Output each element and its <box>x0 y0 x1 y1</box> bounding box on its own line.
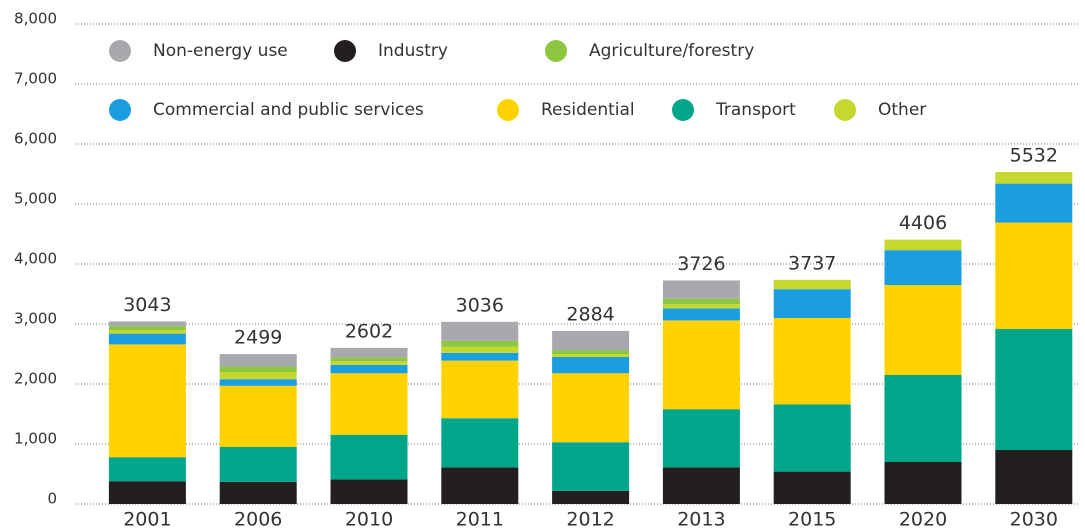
bar-segment <box>552 442 630 491</box>
legend-label: Agriculture/forestry <box>589 41 754 61</box>
bar-segment <box>108 321 186 327</box>
bar-segment <box>773 471 851 504</box>
bar-segment <box>441 360 519 419</box>
x-tick-label: 2011 <box>456 509 504 530</box>
bar-segment <box>552 350 630 354</box>
bar-segment <box>219 354 297 367</box>
bar-segment <box>219 379 297 386</box>
legend-swatch <box>497 99 519 121</box>
bar-segment <box>330 361 408 365</box>
x-tick-label: 2001 <box>123 509 171 530</box>
bar-segment <box>662 409 740 468</box>
legend-swatch <box>834 99 856 121</box>
total-label: 3036 <box>456 294 504 316</box>
bar-segment <box>441 321 519 341</box>
bar-segment <box>662 280 740 299</box>
total-label: 3737 <box>788 252 836 274</box>
x-tick-label: 2006 <box>234 509 282 530</box>
total-label: 5532 <box>1010 145 1058 167</box>
bar-segment <box>884 375 962 462</box>
total-label: 2602 <box>345 320 393 342</box>
bar-segment <box>108 330 186 334</box>
x-tick-label: 2012 <box>566 509 614 530</box>
y-tick-label: 1,000 <box>14 430 57 448</box>
x-tick-label: 2020 <box>899 509 947 530</box>
bar-segment <box>219 481 297 504</box>
bar-segment <box>662 304 740 309</box>
y-tick-label: 3,000 <box>14 310 57 328</box>
bar-segment <box>108 481 186 504</box>
bar-segment <box>995 328 1073 450</box>
bar-segment <box>773 404 851 472</box>
x-tick-label: 2030 <box>1010 509 1058 530</box>
x-tick-label: 2015 <box>788 509 836 530</box>
y-tick-label: 6,000 <box>14 130 57 148</box>
bar-segment <box>108 344 186 458</box>
bar-segment <box>330 347 408 358</box>
bar-segment <box>108 333 186 345</box>
bar-segment <box>441 340 519 347</box>
bar-segment <box>662 308 740 321</box>
bar-segment <box>330 435 408 480</box>
x-tick-label: 2010 <box>345 509 393 530</box>
bar-segment <box>773 289 851 318</box>
legend-swatch <box>545 40 567 62</box>
bar-segment <box>884 250 962 285</box>
bar-segment <box>884 239 962 251</box>
y-tick-label: 7,000 <box>14 70 57 88</box>
bar-segment <box>662 298 740 305</box>
bar-segment <box>995 450 1073 504</box>
bar-segment <box>552 330 630 351</box>
bar-segment <box>552 354 630 357</box>
bar-segment <box>773 279 851 290</box>
bar-segment <box>884 462 962 504</box>
bar-segment <box>219 447 297 482</box>
legend-label: Other <box>878 100 926 120</box>
y-tick-label: 4,000 <box>14 250 57 268</box>
bar-segment <box>995 183 1073 223</box>
bar-segment <box>330 373 408 435</box>
legend-label: Transport <box>715 100 796 120</box>
bar-segment <box>441 346 519 353</box>
bar-segment <box>773 318 851 405</box>
legend-label: Commercial and public services <box>153 100 424 120</box>
y-tick-label: 5,000 <box>14 190 57 208</box>
bar-segment <box>441 352 519 361</box>
total-label: 3043 <box>123 294 171 316</box>
bar-segment <box>330 364 408 374</box>
bar-segment <box>219 366 297 372</box>
legend-label: Residential <box>541 100 635 120</box>
bar-segment <box>108 457 186 482</box>
bar-segment <box>330 479 408 504</box>
bar-segment <box>552 357 630 374</box>
legend-swatch <box>672 99 694 121</box>
y-tick-label: 8,000 <box>14 10 57 28</box>
legend-label: Non-energy use <box>153 41 288 61</box>
total-label: 4406 <box>899 212 947 234</box>
legend-label: Industry <box>378 41 448 61</box>
bar-segment <box>108 326 186 330</box>
total-label: 2499 <box>234 327 282 349</box>
bar-segment <box>330 357 408 362</box>
legend-swatch <box>334 40 356 62</box>
total-label: 2884 <box>566 303 614 325</box>
y-tick-label: 0 <box>47 490 57 508</box>
legend-swatch <box>109 40 131 62</box>
bar-segment <box>219 385 297 447</box>
x-tick-label: 2013 <box>677 509 725 530</box>
bar-segment <box>884 285 962 375</box>
bar-segment <box>441 467 519 504</box>
y-tick-label: 2,000 <box>14 370 57 388</box>
bar-segment <box>552 373 630 443</box>
bar-segment <box>441 418 519 468</box>
bar-segment <box>995 172 1073 184</box>
bar-segment <box>662 467 740 504</box>
legend-swatch <box>109 99 131 121</box>
bar-segment <box>662 320 740 410</box>
bar-segment <box>552 490 630 504</box>
total-label: 3726 <box>677 253 725 275</box>
bar-segment <box>995 222 1073 329</box>
bar-segment <box>219 372 297 380</box>
